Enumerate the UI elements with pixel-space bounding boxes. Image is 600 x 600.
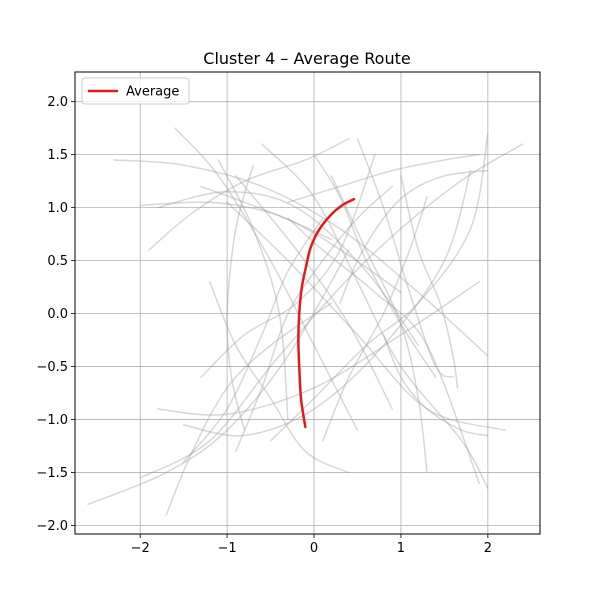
y-tick-label: 1.5 — [47, 148, 68, 163]
trajectory-line — [226, 164, 254, 431]
trajectory-line — [200, 185, 402, 294]
x-tick-label: 2 — [484, 541, 492, 556]
x-tick-label: −1 — [218, 541, 237, 556]
trajectory-line — [356, 138, 454, 378]
y-tick-label: −2.0 — [36, 519, 68, 534]
trajectory-line — [339, 169, 489, 304]
y-tick-label: −1.5 — [36, 466, 68, 481]
trajectory-line — [382, 334, 489, 437]
trajectory-line — [269, 132, 489, 442]
trajectory-line — [148, 138, 350, 251]
trajectories — [87, 127, 524, 516]
trajectory-line — [226, 201, 506, 431]
trajectory-line — [287, 153, 480, 204]
trajectory-line — [182, 217, 324, 463]
legend-box — [81, 77, 190, 105]
trajectory-line — [208, 281, 350, 474]
x-tick-label: 0 — [310, 541, 318, 556]
grid — [75, 72, 540, 534]
trajectory-line — [174, 127, 359, 431]
y-tick-label: 1.0 — [47, 201, 68, 216]
trajectory-line — [261, 143, 489, 490]
trajectory-line — [139, 201, 333, 241]
trajectory-line — [400, 175, 459, 389]
x-tick-label: −2 — [131, 541, 150, 556]
trajectory-line — [287, 217, 480, 484]
y-tick-label: −0.5 — [36, 360, 68, 375]
trajectory-line — [200, 153, 376, 378]
chart-title: Cluster 4 – Average Route — [203, 49, 410, 68]
trajectory-line — [321, 196, 428, 442]
average-route-layer — [297, 197, 356, 429]
plot-frame — [74, 71, 541, 535]
trajectory-line — [156, 190, 420, 347]
trajectory-line — [165, 302, 333, 516]
trajectory-line — [156, 281, 480, 416]
y-tick-label: 0.5 — [47, 254, 68, 269]
trajectory-line — [313, 153, 437, 378]
trajectory-line — [113, 159, 489, 357]
average-route-line — [297, 197, 356, 429]
trajectory-line — [87, 249, 350, 506]
legend-label-average: Average — [126, 85, 179, 100]
trajectory-line — [235, 175, 393, 410]
trajectory-line — [182, 169, 472, 437]
y-tick-label: 0.0 — [47, 307, 68, 322]
trajectory-line — [139, 143, 524, 479]
legend: Average — [81, 77, 190, 105]
x-tick-label: 1 — [397, 541, 405, 556]
y-tick-label: 2.0 — [47, 95, 68, 110]
trajectory-line — [217, 159, 289, 421]
axis-ticks: −2 −1 0 1 2 2.0 1.5 1.0 0.5 0.0 −0.5 −1.0 −1.5 −2.0 — [36, 95, 492, 556]
y-tick-label: −1.0 — [36, 413, 68, 428]
trajectory-line — [330, 175, 428, 474]
